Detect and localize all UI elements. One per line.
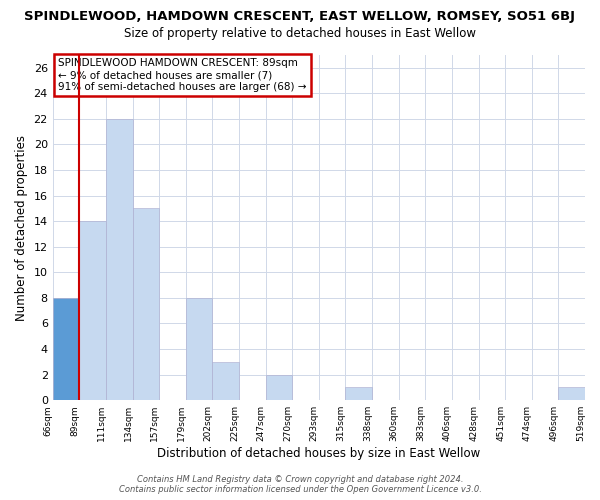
Bar: [106, 119, 133, 400]
Bar: [79, 221, 106, 400]
Bar: [559, 388, 585, 400]
Bar: [133, 208, 159, 400]
Text: Size of property relative to detached houses in East Wellow: Size of property relative to detached ho…: [124, 28, 476, 40]
Text: SPINDLEWOOD, HAMDOWN CRESCENT, EAST WELLOW, ROMSEY, SO51 6BJ: SPINDLEWOOD, HAMDOWN CRESCENT, EAST WELL…: [25, 10, 575, 23]
Bar: [53, 298, 79, 400]
Bar: [212, 362, 239, 400]
X-axis label: Distribution of detached houses by size in East Wellow: Distribution of detached houses by size …: [157, 447, 481, 460]
Text: Contains HM Land Registry data © Crown copyright and database right 2024.
Contai: Contains HM Land Registry data © Crown c…: [119, 474, 481, 494]
Bar: [346, 388, 372, 400]
Text: SPINDLEWOOD HAMDOWN CRESCENT: 89sqm
← 9% of detached houses are smaller (7)
91% : SPINDLEWOOD HAMDOWN CRESCENT: 89sqm ← 9%…: [58, 58, 307, 92]
Y-axis label: Number of detached properties: Number of detached properties: [15, 134, 28, 320]
Bar: [266, 374, 292, 400]
Bar: [186, 298, 212, 400]
